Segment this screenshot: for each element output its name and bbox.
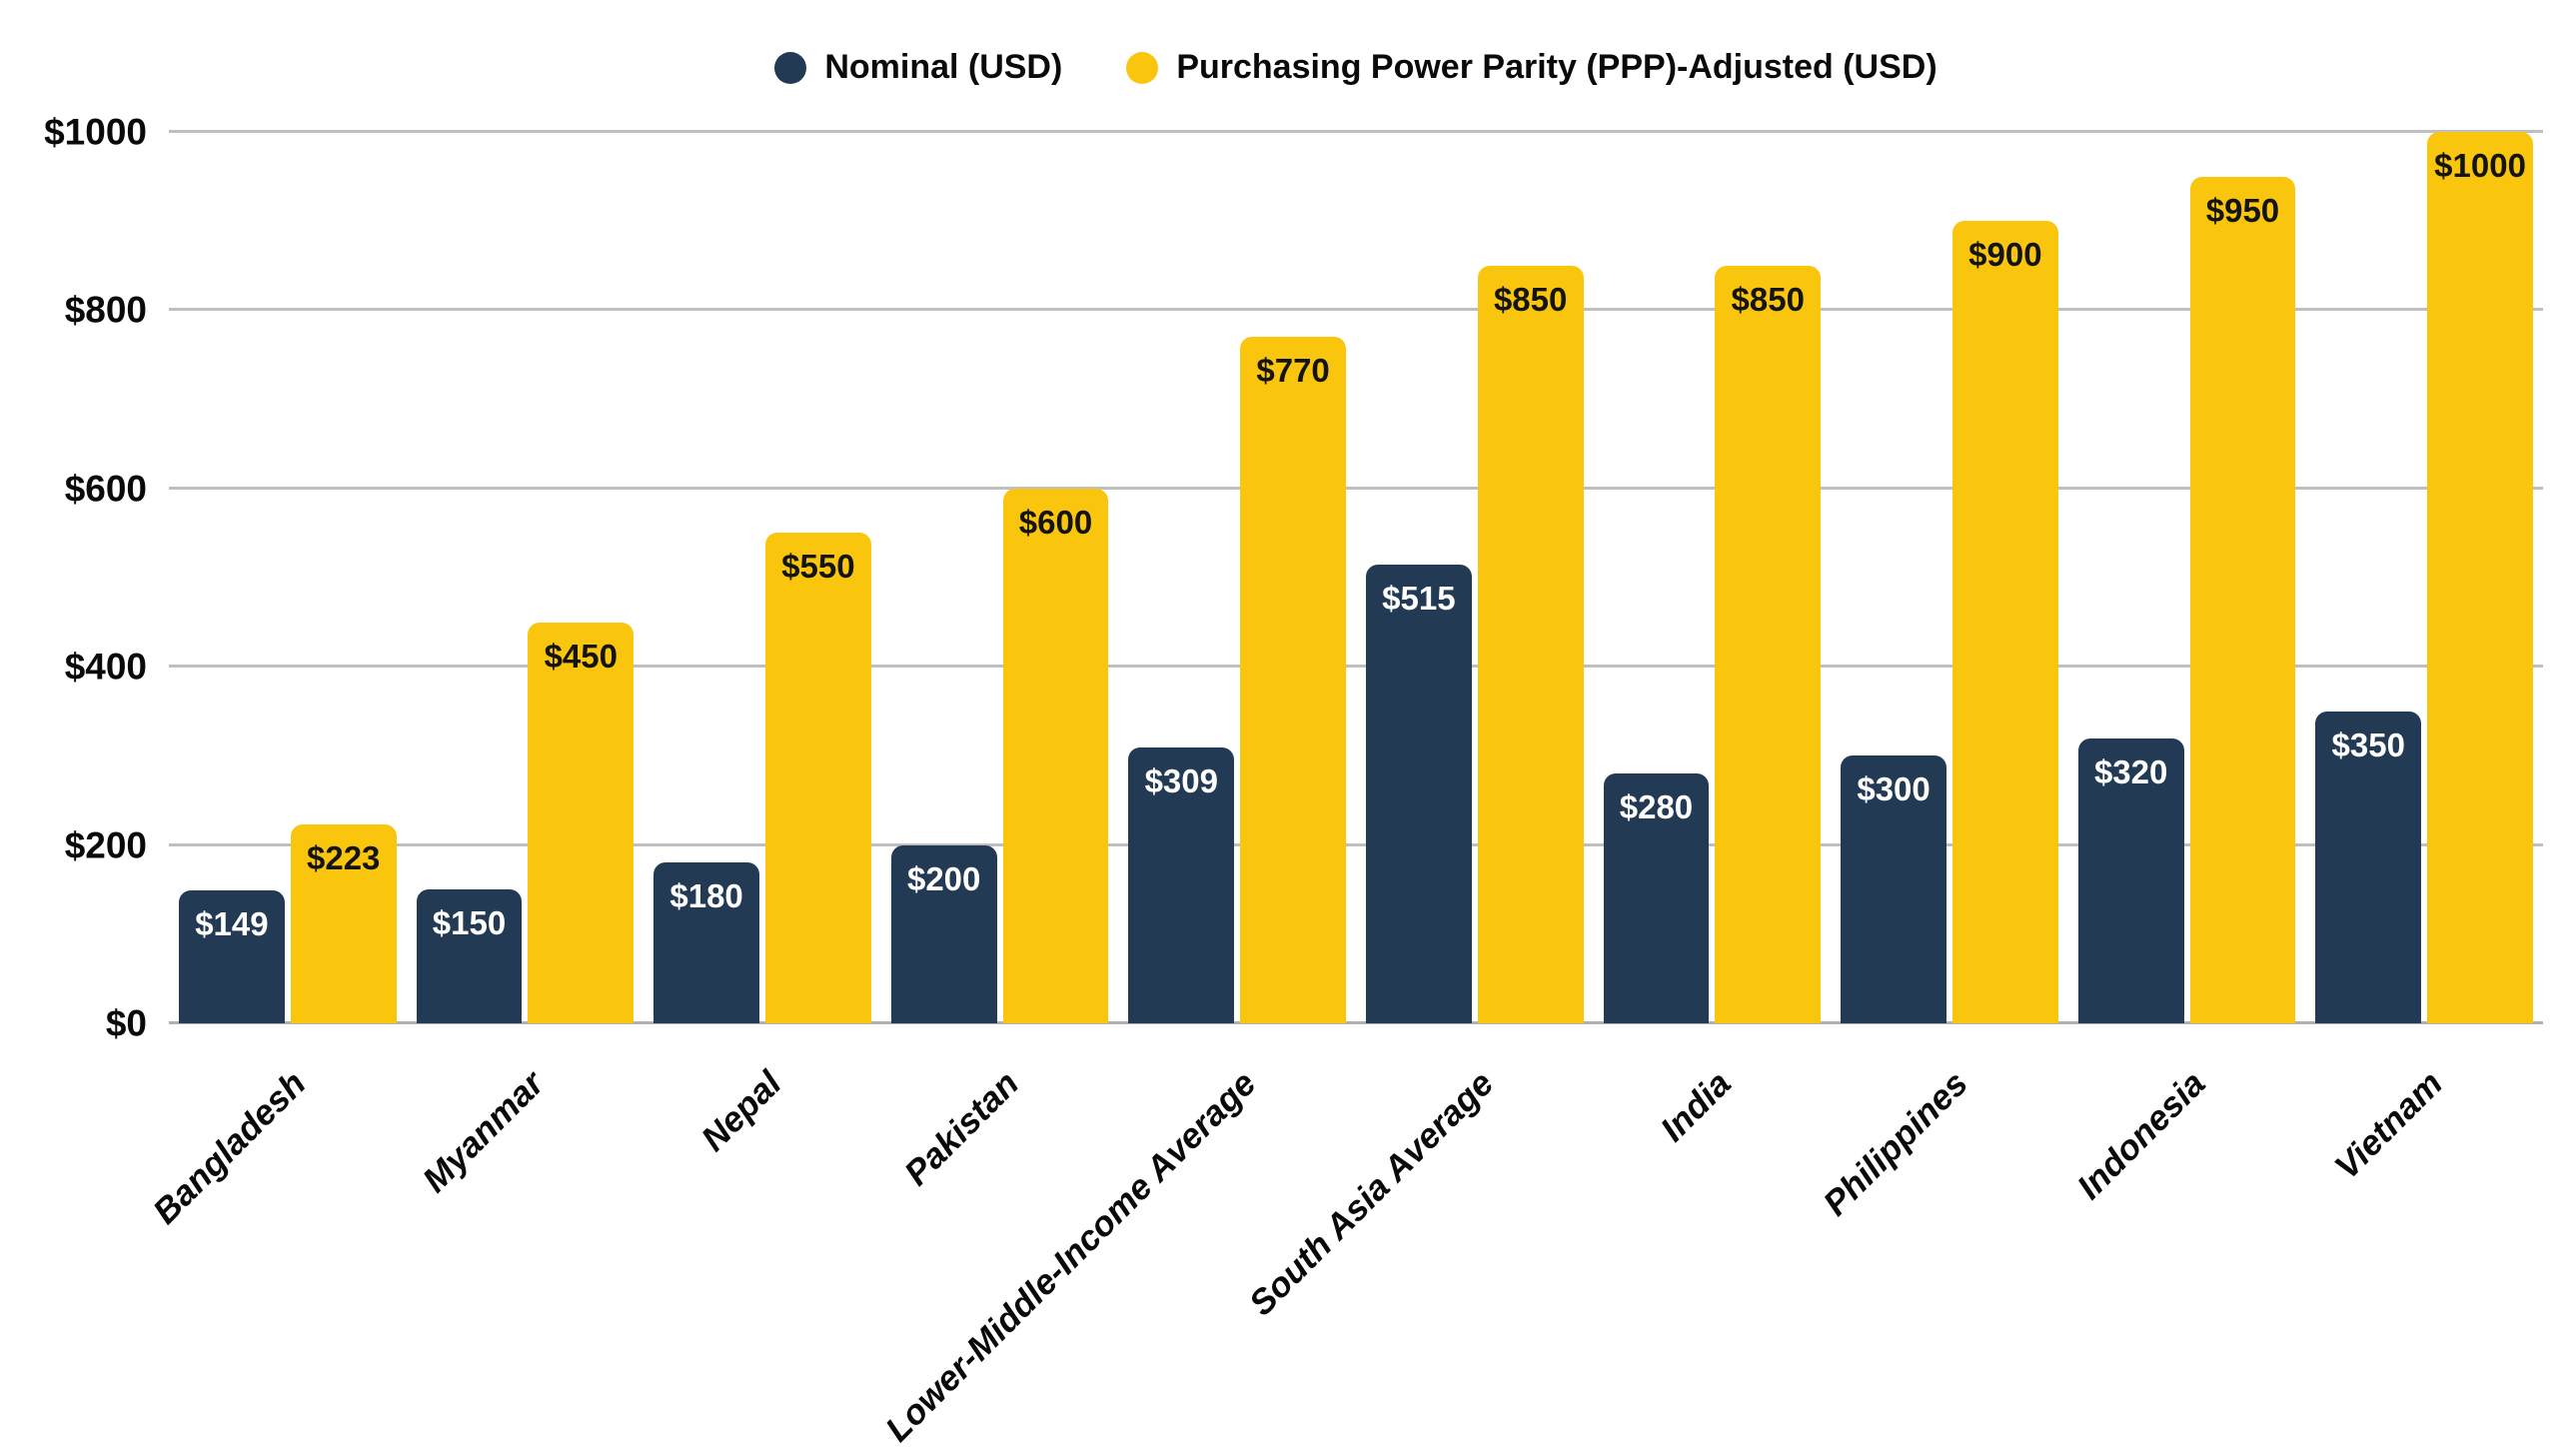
ppp-bar-lower-middle-income-average: $770 (1240, 337, 1346, 1023)
nominal-bar-pakistan: $200 (890, 844, 997, 1023)
bar-value-label: $850 (1493, 280, 1568, 318)
bar-value-label: $770 (1256, 352, 1330, 390)
bar-group-myanmar: $150 $450 (407, 132, 644, 1023)
bars-layer: $149 $223 $150 $450 $180 $550 $200 $600 $309 $770… (169, 132, 2543, 1023)
nominal-bar-philippines: $300 (1841, 755, 1946, 1023)
bar-group-vietnam: $350 $1000 (2305, 132, 2543, 1023)
gridline-1000 (169, 130, 2543, 133)
ppp-bar-bangladesh: $223 (290, 824, 397, 1023)
ppp-bar-india: $850 (1715, 265, 1822, 1023)
plot-area: $0 $200 $400 $600 $800 $1000 $149 $223 $150 $450… (44, 114, 2543, 1449)
category-label-philippines: Philippines (1816, 1063, 1976, 1224)
bar-value-label: $1000 (2434, 147, 2526, 184)
bar-group-bangladesh: $149 $223 (169, 132, 407, 1023)
bar-value-label: $309 (1144, 762, 1218, 800)
chart-legend: Nominal (USD) Purchasing Power Parity (P… (169, 48, 2543, 87)
ppp-bar-south-asia-average: $850 (1477, 265, 1584, 1023)
ppp-bar-vietnam: $1000 (2427, 132, 2533, 1023)
bar-value-label: $280 (1619, 788, 1694, 826)
bar-value-label: $200 (906, 859, 981, 897)
nominal-bar-vietnam: $350 (2315, 711, 2422, 1023)
category-label-south-asia-average: South Asia Average (1241, 1063, 1501, 1324)
bar-group-pakistan: $200 $600 (881, 132, 1119, 1023)
y-tick-label-1000: $1000 (44, 111, 147, 153)
bar-value-label: $515 (1382, 579, 1456, 617)
category-label-vietnam: Vietnam (2327, 1063, 2451, 1187)
category-label-indonesia: Indonesia (2069, 1063, 2213, 1207)
category-label-pakistan: Pakistan (896, 1063, 1026, 1193)
ppp-bar-indonesia: $950 (2189, 176, 2296, 1023)
bar-value-label: $150 (432, 904, 507, 942)
bar-group-philippines: $300 $900 (1831, 132, 2068, 1023)
nominal-bar-indonesia: $320 (2077, 737, 2184, 1023)
y-tick-label-800: $800 (64, 289, 147, 331)
gridline-800 (169, 308, 2543, 312)
category-label-india: India (1653, 1063, 1739, 1149)
gridline-200 (169, 842, 2543, 846)
y-tick-label-0: $0 (105, 1002, 147, 1044)
ppp-bar-philippines: $900 (1951, 221, 2058, 1023)
y-tick-label-400: $400 (64, 646, 147, 688)
bar-value-label: $300 (1857, 770, 1931, 808)
bar-value-label: $900 (1968, 236, 2042, 274)
bar-group-south-asia-average: $515 $850 (1356, 132, 1594, 1023)
legend-item-nominal: Nominal (USD) (774, 48, 1062, 87)
bar-value-label: $550 (781, 548, 855, 586)
nominal-bar-india: $280 (1603, 773, 1710, 1023)
gridline-600 (169, 486, 2543, 490)
bar-value-label: $600 (1018, 503, 1093, 541)
category-label-myanmar: Myanmar (415, 1063, 552, 1200)
ppp-bar-nepal: $550 (764, 533, 871, 1023)
bar-value-label: $320 (2093, 752, 2168, 790)
nominal-bar-myanmar: $150 (416, 889, 523, 1023)
nominal-legend-label: Nominal (USD) (824, 48, 1063, 86)
bar-group-indonesia: $320 $950 (2068, 132, 2306, 1023)
ppp-bar-pakistan: $600 (1002, 488, 1109, 1023)
category-label-lower-middle-income-average: Lower-Middle-Income Average (877, 1063, 1264, 1450)
legend-item-ppp: Purchasing Power Parity (PPP)-Adjusted (… (1126, 48, 1937, 87)
nominal-bar-nepal: $180 (653, 862, 759, 1023)
nominal-legend-dot-icon (774, 51, 807, 84)
gridline-400 (169, 665, 2543, 669)
bar-value-label: $180 (669, 877, 743, 915)
category-label-bangladesh: Bangladesh (146, 1063, 314, 1232)
bar-value-label: $223 (306, 839, 381, 877)
ppp-bar-myanmar: $450 (528, 622, 635, 1023)
bar-group-india: $280 $850 (1594, 132, 1832, 1023)
ppp-legend-dot-icon (1126, 51, 1159, 84)
bar-value-label: $850 (1731, 280, 1805, 318)
category-label-nepal: Nepal (693, 1063, 789, 1159)
y-tick-label-200: $200 (64, 824, 147, 866)
bar-value-label: $350 (2331, 726, 2405, 763)
bar-value-label: $950 (2205, 191, 2280, 229)
bar-group-nepal: $180 $550 (644, 132, 881, 1023)
nominal-bar-lower-middle-income-average: $309 (1128, 747, 1235, 1023)
bar-value-label: $450 (544, 637, 618, 675)
bar-value-label: $149 (195, 905, 269, 943)
y-tick-label-600: $600 (64, 468, 147, 510)
gridline-0 (169, 1021, 2543, 1024)
nominal-bar-south-asia-average: $515 (1365, 564, 1472, 1023)
nominal-bar-bangladesh: $149 (179, 890, 285, 1023)
x-axis-labels: Bangladesh Myanmar Nepal Pakistan Lower-Midd… (146, 1023, 2543, 1450)
bar-group-lower-middle-income-average: $309 $770 (1118, 132, 1356, 1023)
ppp-legend-label: Purchasing Power Parity (PPP)-Adjusted (… (1176, 48, 1937, 86)
